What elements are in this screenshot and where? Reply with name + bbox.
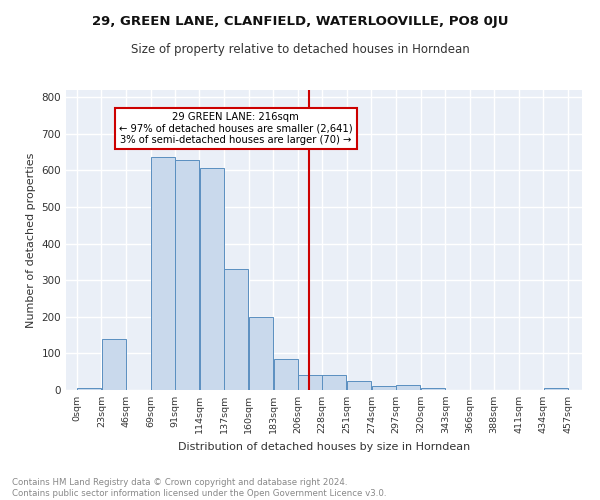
Bar — [347, 381, 371, 390]
Bar — [421, 388, 445, 390]
X-axis label: Distribution of detached houses by size in Horndean: Distribution of detached houses by size … — [178, 442, 470, 452]
Bar — [322, 374, 346, 390]
Bar — [396, 385, 421, 390]
Text: 29, GREEN LANE, CLANFIELD, WATERLOOVILLE, PO8 0JU: 29, GREEN LANE, CLANFIELD, WATERLOOVILLE… — [92, 15, 508, 28]
Bar — [200, 168, 224, 390]
Bar — [371, 386, 396, 390]
Bar — [151, 156, 175, 390]
Bar — [298, 374, 323, 390]
Text: Size of property relative to detached houses in Horndean: Size of property relative to detached ho… — [131, 42, 469, 56]
Y-axis label: Number of detached properties: Number of detached properties — [26, 152, 36, 328]
Text: 29 GREEN LANE: 216sqm
← 97% of detached houses are smaller (2,641)
3% of semi-de: 29 GREEN LANE: 216sqm ← 97% of detached … — [119, 112, 353, 145]
Bar — [249, 317, 273, 390]
Bar — [102, 339, 126, 390]
Bar — [544, 388, 568, 390]
Bar — [77, 388, 101, 390]
Bar — [224, 270, 248, 390]
Bar — [274, 358, 298, 390]
Text: Contains HM Land Registry data © Crown copyright and database right 2024.
Contai: Contains HM Land Registry data © Crown c… — [12, 478, 386, 498]
Bar — [175, 160, 199, 390]
